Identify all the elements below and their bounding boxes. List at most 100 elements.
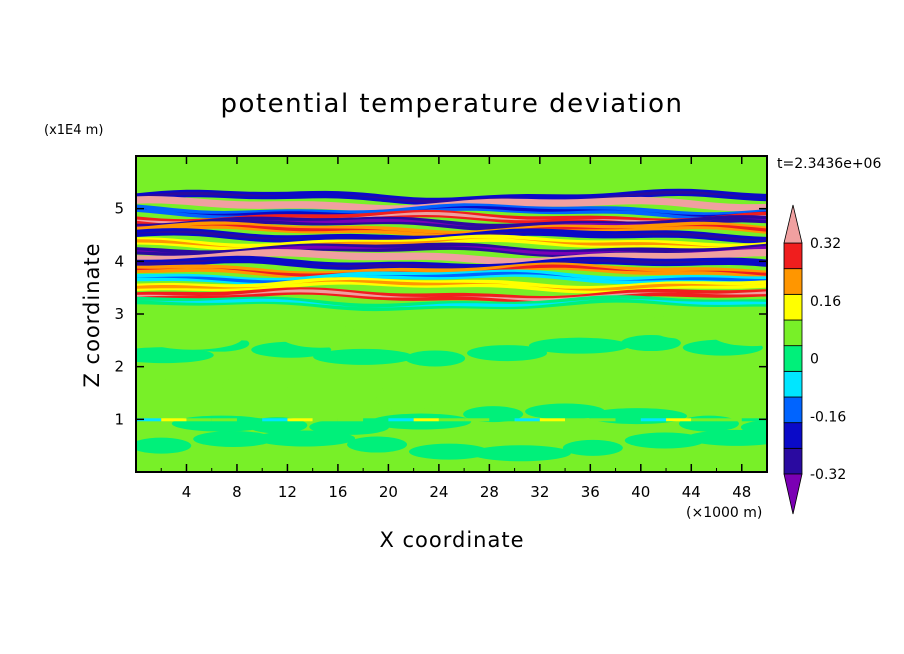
contour-core bbox=[136, 259, 767, 268]
contour-core bbox=[136, 279, 767, 291]
contour-patch bbox=[620, 335, 681, 352]
y-axis-label: Z coordinate bbox=[80, 242, 104, 387]
contour-patch bbox=[284, 379, 385, 404]
contour-patch bbox=[624, 432, 705, 449]
time-label: t=2.3436e+06 bbox=[777, 156, 881, 172]
contour-patch bbox=[376, 386, 437, 411]
colorbar-segment bbox=[783, 370, 803, 398]
x-tick-label: 40 bbox=[631, 483, 650, 501]
contour-patch bbox=[371, 413, 472, 430]
x-tick-label: 24 bbox=[429, 483, 448, 501]
contour-patch bbox=[347, 436, 408, 453]
contour-patch bbox=[649, 314, 710, 339]
contour-patch bbox=[193, 431, 274, 448]
y-axis: 1 2 3 4 5 bbox=[114, 200, 767, 428]
x-axis: 4 8 12 16 20 24 28 32 36 40 44 48 bbox=[160, 156, 751, 501]
contour-strip bbox=[287, 418, 313, 422]
contour-patch bbox=[342, 325, 443, 350]
contour-band bbox=[136, 228, 767, 245]
contour-patch bbox=[160, 374, 221, 399]
colorbar-segment bbox=[783, 268, 803, 295]
x-tick-label: 12 bbox=[278, 483, 297, 501]
contour-patch bbox=[653, 373, 734, 398]
contour-patch bbox=[313, 348, 414, 365]
contour-patch bbox=[463, 406, 524, 423]
x-tick-label: 8 bbox=[232, 483, 242, 501]
colorbar-segment bbox=[783, 447, 803, 475]
contour-strip bbox=[136, 418, 162, 422]
x-tick-label: 36 bbox=[581, 483, 600, 501]
colorbar-label: -0.16 bbox=[810, 409, 846, 425]
colorbar-max-arrow bbox=[783, 204, 803, 244]
contour-patch bbox=[686, 429, 767, 446]
colorbar-segment bbox=[783, 345, 803, 372]
contour-strip bbox=[438, 418, 465, 422]
contour-patch bbox=[434, 320, 495, 345]
contour-strip bbox=[640, 418, 667, 422]
contour-patch bbox=[408, 443, 489, 460]
y-tick-label: 4 bbox=[114, 252, 124, 270]
colorbar-segment bbox=[783, 396, 803, 424]
contour-patch bbox=[499, 383, 600, 408]
contour-band bbox=[136, 188, 767, 206]
contour-strip bbox=[514, 418, 540, 422]
colorbar-label: 0.16 bbox=[810, 294, 841, 310]
contour-patch bbox=[136, 347, 214, 364]
contour-patch bbox=[309, 418, 390, 435]
contour-strip bbox=[337, 418, 364, 422]
contour-core bbox=[136, 264, 767, 277]
x-tick-label: 28 bbox=[480, 483, 499, 501]
x-tick-label: 16 bbox=[328, 483, 347, 501]
colorbar-min-arrow bbox=[783, 473, 803, 515]
colorbar-label: -0.32 bbox=[810, 467, 846, 483]
contour-patch bbox=[136, 437, 192, 454]
contour-patch bbox=[142, 325, 243, 350]
contour-patch bbox=[715, 377, 767, 402]
chart-title: potential temperature deviation bbox=[221, 89, 684, 119]
contour-patch bbox=[557, 309, 658, 334]
contour-patch bbox=[711, 322, 767, 347]
contour-patch bbox=[467, 345, 548, 362]
contour-strip bbox=[741, 418, 767, 422]
contour-patch bbox=[255, 430, 356, 447]
contour-core bbox=[136, 198, 767, 211]
contour-patch bbox=[525, 403, 606, 420]
x-tick-label: 4 bbox=[182, 483, 192, 501]
contour-strip bbox=[236, 418, 263, 422]
contour-patch bbox=[171, 415, 272, 432]
y-unit-label: (x1E4 m) bbox=[44, 123, 103, 138]
contour-strip bbox=[312, 418, 338, 422]
contour-patch bbox=[496, 312, 577, 337]
colorbar-segment bbox=[783, 242, 803, 270]
contour-patch bbox=[528, 337, 629, 354]
contour-core bbox=[136, 224, 767, 235]
contour-strip bbox=[489, 418, 515, 422]
contour-core bbox=[136, 298, 767, 308]
y-tick-label: 2 bbox=[114, 358, 124, 376]
contour-patch bbox=[470, 445, 571, 462]
contour-strip bbox=[565, 418, 591, 422]
contour-strip bbox=[363, 418, 389, 422]
lower-band bbox=[136, 418, 767, 422]
contour-core bbox=[136, 289, 767, 302]
contour-strip bbox=[691, 418, 717, 422]
y-tick-label: 3 bbox=[114, 305, 124, 323]
contour-field bbox=[136, 156, 767, 472]
contour-core bbox=[136, 230, 767, 242]
x-tick-label: 32 bbox=[530, 483, 549, 501]
lower-patches bbox=[136, 309, 767, 462]
contour-strip bbox=[539, 418, 566, 422]
contour-strip bbox=[590, 418, 616, 422]
contour-patch bbox=[740, 419, 767, 435]
contour-strip bbox=[211, 418, 237, 422]
colorbar-segment bbox=[783, 422, 803, 449]
contour-patch bbox=[678, 415, 739, 432]
contour-strip bbox=[666, 418, 692, 422]
x-tick-label: 44 bbox=[682, 483, 701, 501]
contour-strip bbox=[413, 418, 439, 422]
contour-band bbox=[136, 221, 767, 239]
contour-core bbox=[136, 190, 767, 204]
y-tick-label: 5 bbox=[114, 200, 124, 218]
colorbar-segment bbox=[783, 319, 803, 347]
contour-patch bbox=[405, 350, 466, 367]
